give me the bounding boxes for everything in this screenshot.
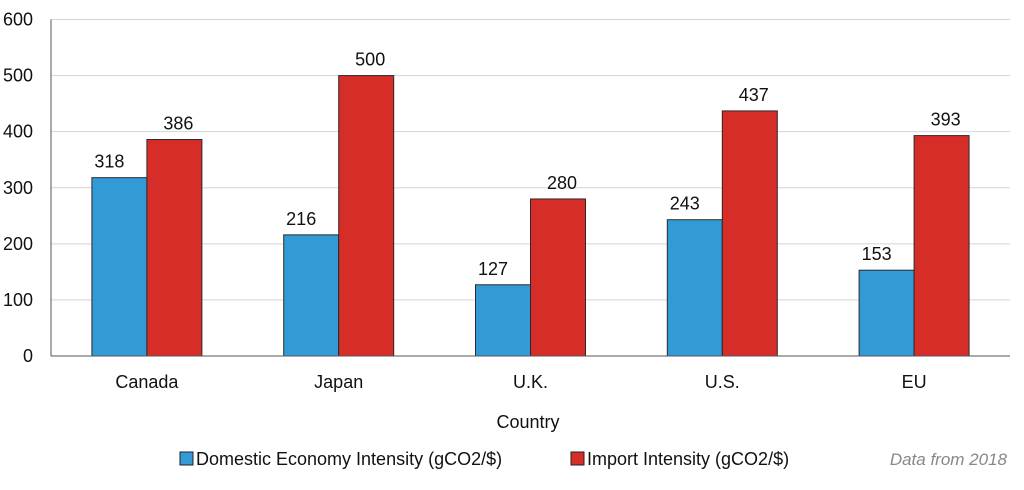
bar-import <box>338 75 395 357</box>
x-tick-label: EU <box>902 372 927 392</box>
x-tick-label: Japan <box>314 372 363 392</box>
data-label: 243 <box>670 194 700 214</box>
data-label: 500 <box>355 50 385 70</box>
data-label: 318 <box>94 152 124 172</box>
legend-label-import: Import Intensity (gCO2/$) <box>587 449 789 469</box>
data-label: 216 <box>286 209 316 229</box>
data-label: 280 <box>547 173 577 193</box>
y-tick-label: 500 <box>3 66 33 86</box>
bar-import <box>530 198 586 357</box>
bar-domestic <box>283 234 340 357</box>
data-label: 153 <box>862 244 892 264</box>
bar-import <box>146 139 203 357</box>
legend-swatch-domestic <box>179 451 194 466</box>
bar-domestic <box>475 284 531 357</box>
legend-label-domestic: Domestic Economy Intensity (gCO2/$) <box>196 449 502 469</box>
bar-domestic <box>666 219 723 357</box>
x-tick-label: U.S. <box>705 372 740 392</box>
y-tick-label: 300 <box>3 178 33 198</box>
bar-import <box>721 110 778 357</box>
x-tick-label: Canada <box>115 372 179 392</box>
legend-swatch-import <box>570 451 585 466</box>
data-label: 127 <box>478 259 508 279</box>
x-axis-title: Country <box>496 412 559 432</box>
data-source-note: Data from 2018 <box>890 450 1008 469</box>
bar-domestic <box>91 177 148 357</box>
data-label: 393 <box>931 110 961 130</box>
y-tick-label: 0 <box>23 346 33 366</box>
data-label: 386 <box>163 114 193 134</box>
bar-domestic <box>858 269 915 357</box>
y-tick-label: 600 <box>3 10 33 30</box>
x-tick-label: U.K. <box>513 372 548 392</box>
y-tick-label: 200 <box>3 234 33 254</box>
legend: Domestic Economy Intensity (gCO2/$) Impo… <box>179 449 789 469</box>
y-tick-label: 100 <box>3 290 33 310</box>
y-tick-label: 400 <box>3 122 33 142</box>
data-label: 437 <box>739 85 769 105</box>
bar-import <box>913 135 970 357</box>
